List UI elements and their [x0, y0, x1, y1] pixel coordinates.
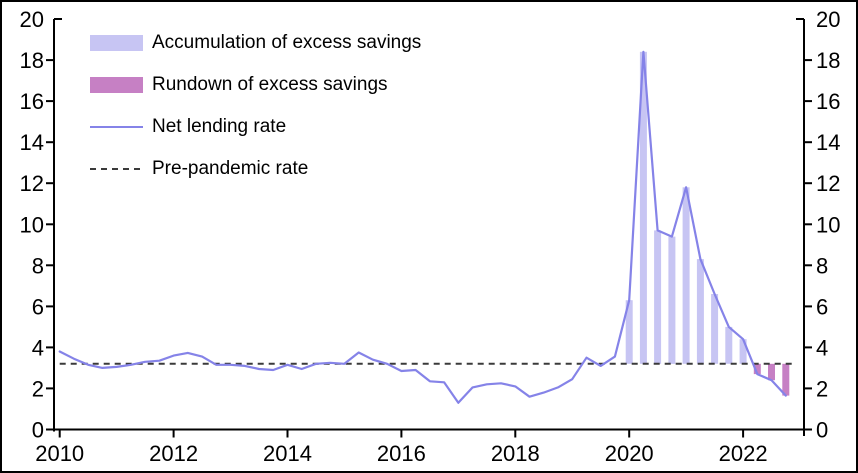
- accumulation-bar: [654, 230, 662, 364]
- y-axis-tick-label-right: 20: [816, 7, 840, 32]
- chart-legend: Accumulation of excess savings Rundown o…: [90, 22, 421, 190]
- y-axis-tick-label-right: 10: [816, 212, 840, 237]
- x-axis-tick-label: 2018: [491, 441, 540, 466]
- accumulation-bar: [739, 339, 747, 364]
- y-axis-tick-label-right: 14: [816, 130, 840, 155]
- y-axis-tick-label-left: 10: [20, 212, 44, 237]
- y-axis-tick-label-left: 16: [20, 89, 44, 114]
- x-axis-tick-label: 2016: [377, 441, 426, 466]
- legend-label: Accumulation of excess savings: [152, 32, 422, 53]
- accumulation-bar: [725, 326, 733, 364]
- accumulation-bar: [711, 294, 719, 364]
- y-axis-tick-label-right: 0: [816, 418, 828, 443]
- legend-item-pre-pandemic: Pre-pandemic rate: [90, 148, 421, 190]
- legend-label: Rundown of excess savings: [152, 74, 388, 95]
- y-axis-tick-label-left: 20: [20, 7, 44, 32]
- y-axis-tick-label-left: 12: [20, 171, 44, 196]
- net-lending-rate-line: [58, 50, 787, 404]
- y-axis-tick-label-left: 4: [32, 335, 44, 360]
- rundown-bar: [753, 363, 761, 375]
- accumulation-bar: [625, 300, 633, 364]
- y-axis-tick-label-right: 2: [816, 376, 828, 401]
- accumulation-bar: [639, 51, 647, 364]
- accumulation-bar: [696, 259, 704, 364]
- legend-label: Net lending rate: [152, 116, 287, 137]
- y-axis-tick-label-left: 8: [32, 253, 44, 278]
- rundown-bar: [782, 363, 790, 396]
- accumulation-bar: [668, 236, 676, 364]
- rundown-bar: [768, 363, 775, 381]
- y-axis-tick-label-right: 6: [816, 294, 828, 319]
- dashed-line-swatch-icon: [90, 168, 143, 170]
- y-axis-tick-label-right: 16: [816, 89, 840, 114]
- x-axis-tick-label: 2020: [605, 441, 654, 466]
- y-axis-tick-label-left: 2: [32, 376, 44, 401]
- x-axis-tick-label: 2010: [35, 441, 84, 466]
- x-axis-tick-label: 2022: [719, 441, 768, 466]
- y-axis-tick-label-right: 12: [816, 171, 840, 196]
- legend-label: Pre-pandemic rate: [152, 158, 309, 179]
- line-swatch-icon: [90, 125, 143, 129]
- legend-item-net-lending: Net lending rate: [90, 106, 421, 148]
- y-axis-tick-label-left: 6: [32, 294, 44, 319]
- rundown-swatch-icon: [90, 77, 143, 93]
- y-axis-tick-label-right: 4: [816, 335, 828, 360]
- x-axis-tick-label: 2012: [149, 441, 198, 466]
- legend-item-accumulation: Accumulation of excess savings: [90, 22, 421, 64]
- accumulation-swatch-icon: [90, 35, 143, 51]
- y-axis-tick-label-left: 14: [20, 130, 44, 155]
- y-axis-tick-label-right: 18: [816, 48, 840, 73]
- y-axis-tick-label-right: 8: [816, 253, 828, 278]
- x-axis-tick-label: 2014: [263, 441, 312, 466]
- y-axis-tick-label-left: 0: [32, 418, 44, 443]
- y-axis-tick-label-left: 18: [20, 48, 44, 73]
- legend-item-rundown: Rundown of excess savings: [90, 64, 421, 106]
- accumulation-bar: [682, 187, 690, 364]
